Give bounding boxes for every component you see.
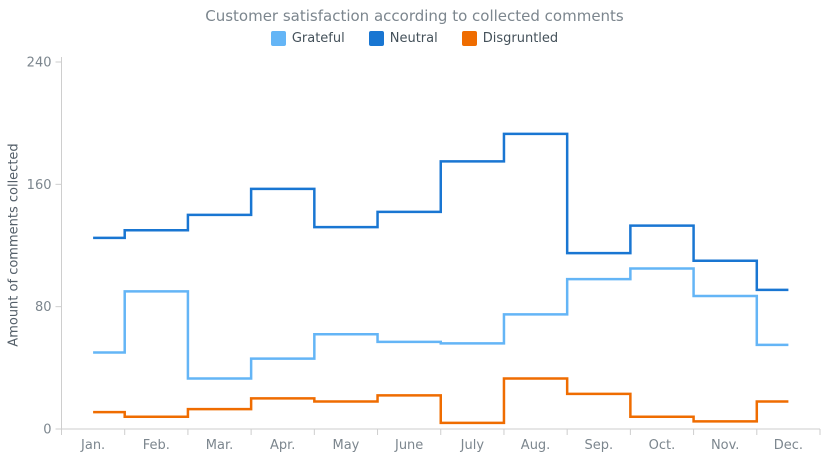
legend-label: Grateful [291,31,345,46]
x-tick-label: Apr. [270,438,295,453]
legend-label: Neutral [389,31,438,46]
series-line-grateful[interactable] [93,267,789,380]
x-tick-label: June [394,438,423,453]
legend-item-disgruntled[interactable]: Disgruntled [461,31,559,46]
y-tick-label: 0 [43,423,51,438]
x-tick-label: Aug. [521,438,551,453]
legend-swatch-neutral [368,31,384,46]
chart-title: Customer satisfaction according to colle… [205,7,624,25]
y-tick-label: 160 [27,178,52,193]
legend-item-neutral[interactable]: Neutral [368,31,438,46]
legend-label: Disgruntled [482,31,559,46]
legend-item-grateful[interactable]: Grateful [270,31,345,46]
x-tick-label: Mar. [206,438,233,453]
y-tick-label: 80 [35,300,52,315]
x-tick-label: Oct. [649,438,676,453]
x-tick-label: Dec. [774,438,803,453]
legend-swatch-disgruntled [461,31,477,46]
legend-swatch-grateful [270,31,286,46]
x-tick-label: Feb. [143,438,170,453]
x-tick-label: Sep. [584,438,613,453]
series-line-disgruntled[interactable] [93,377,789,425]
y-tick-label: 240 [27,56,52,71]
x-tick-label: July [460,438,485,453]
x-tick-label: Nov. [711,438,740,453]
series-line-neutral[interactable] [93,132,789,292]
x-tick-label: May [332,438,359,453]
legend: Grateful Neutral Disgruntled [0,30,829,47]
x-tick-label: Jan. [80,438,105,453]
